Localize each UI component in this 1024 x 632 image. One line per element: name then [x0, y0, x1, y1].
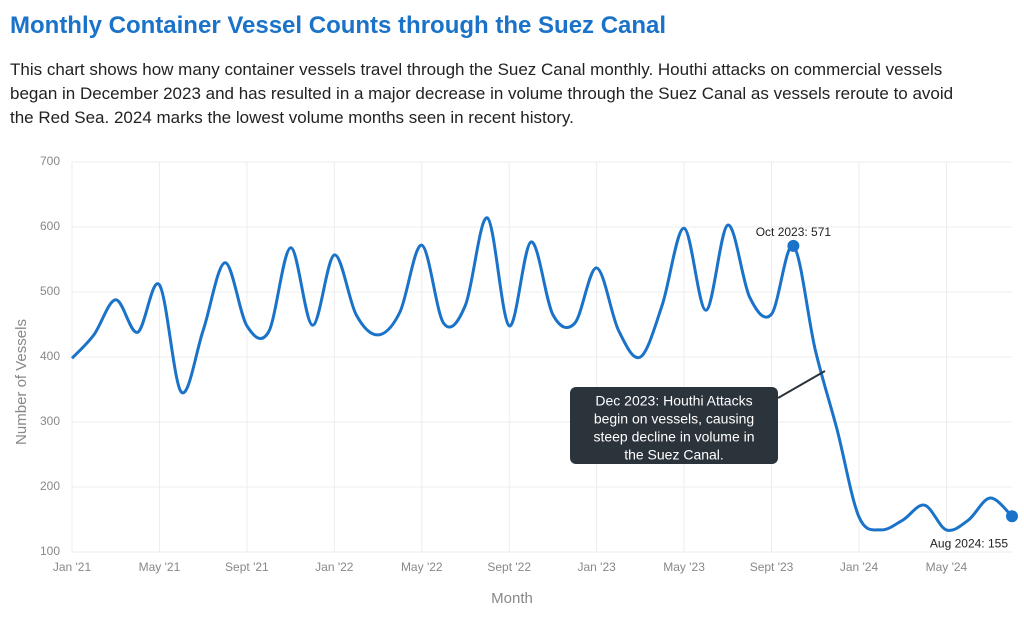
x-tick-label: Sept '22 [487, 560, 531, 574]
data-label: Oct 2023: 571 [756, 225, 832, 239]
line-series [70, 216, 1014, 532]
x-tick-label: Jan '24 [840, 560, 879, 574]
chart-title: Monthly Container Vessel Counts through … [10, 12, 667, 39]
x-tick-label: May '23 [663, 560, 705, 574]
x-tick-label: May '22 [401, 560, 443, 574]
x-tick-label: Sept '21 [225, 560, 269, 574]
x-tick-label: Jan '22 [315, 560, 354, 574]
x-tick-label: May '24 [926, 560, 968, 574]
y-tick-label: 200 [40, 479, 60, 493]
data-label: Aug 2024: 155 [930, 536, 1008, 550]
y-tick-label: 500 [40, 284, 60, 298]
callout-text: begin on vessels, causing [594, 411, 754, 427]
highlight-point [1006, 510, 1018, 523]
callout-text: Dec 2023: Houthi Attacks [595, 393, 752, 409]
x-tick-label: Jan '23 [577, 560, 616, 574]
chart-subtitle: This chart shows how many container vess… [10, 60, 954, 127]
callout-text: steep decline in volume in [593, 429, 754, 445]
y-tick-label: 600 [40, 219, 60, 233]
y-tick-label: 100 [40, 544, 60, 558]
highlight-point [787, 239, 800, 252]
callout-text: the Suez Canal. [624, 447, 724, 463]
x-tick-label: Sept '23 [750, 560, 794, 574]
y-axis-label: Number of Vessels [13, 319, 30, 445]
callout-pointer [777, 370, 826, 399]
x-tick-label: May '21 [139, 560, 181, 574]
x-tick-label: Jan '21 [53, 560, 92, 574]
x-axis-label: Month [491, 590, 533, 607]
y-tick-label: 400 [40, 349, 60, 363]
y-tick-label: 700 [40, 154, 60, 168]
callout-box [570, 387, 778, 464]
y-tick-label: 300 [40, 414, 60, 428]
